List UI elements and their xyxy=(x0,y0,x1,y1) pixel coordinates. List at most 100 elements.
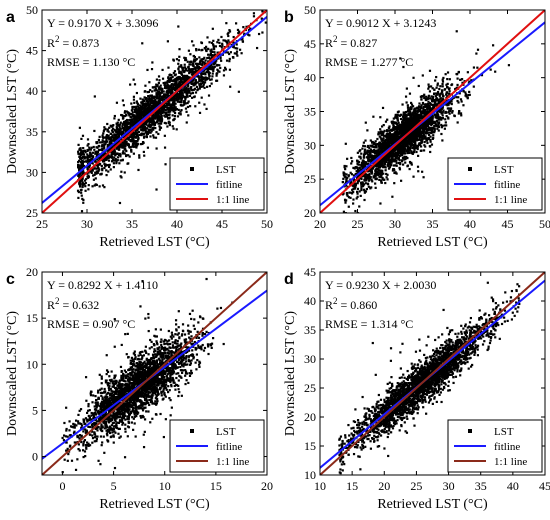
panel-a-data-point xyxy=(84,181,87,185)
panel-a-data-point xyxy=(132,78,135,81)
panel-b-data-point xyxy=(393,155,396,158)
panel-a-data-point xyxy=(266,6,268,8)
panel-a-data-point xyxy=(185,121,188,124)
panel-b-data-point xyxy=(373,157,376,160)
panel-b-data-point xyxy=(433,124,436,128)
panel-a-data-point xyxy=(94,160,97,163)
panel-a-data-point xyxy=(80,149,83,152)
panel-a-data-point xyxy=(115,134,118,137)
panel-a-data-point xyxy=(79,157,82,160)
panel-a-data-point xyxy=(203,103,206,106)
panel-a-data-point xyxy=(112,166,115,169)
panel-a-data-point xyxy=(158,94,161,97)
panel-b-data-point xyxy=(445,115,448,118)
panel-a-data-point xyxy=(207,53,210,56)
panel-b-data-point xyxy=(441,78,444,81)
panel-b-data-point xyxy=(457,110,461,113)
panel-b-scatter-points xyxy=(341,30,511,213)
panel-b-data-point xyxy=(427,107,430,110)
panel-a-data-point xyxy=(120,176,123,179)
panel-a-data-point xyxy=(173,105,176,108)
panel-b-data-point xyxy=(460,114,463,117)
panel-a-data-point xyxy=(115,137,119,140)
panel-b-data-point xyxy=(390,161,393,164)
panel-b-data-point xyxy=(367,174,370,177)
panel-b-data-point xyxy=(354,209,357,213)
panel-b-data-point xyxy=(381,144,384,147)
panel-a-data-point xyxy=(188,76,191,79)
panel-a-data-point xyxy=(107,165,111,169)
panel-a-data-point xyxy=(79,161,83,164)
panel-b-data-point xyxy=(423,140,426,144)
panel-a-data-point xyxy=(153,89,156,92)
panel-b-data-point xyxy=(411,124,414,127)
panel-a-data-point xyxy=(151,113,154,117)
panel-a-data-point xyxy=(188,72,191,75)
panel-a-data-point xyxy=(177,86,180,89)
panel-a-data-point xyxy=(210,54,213,57)
panel-b-data-point xyxy=(441,98,445,101)
panel-a-data-point xyxy=(83,155,86,158)
panel-a-data-point xyxy=(197,66,200,69)
panel-b-data-point xyxy=(381,151,384,155)
panel-b-data-point xyxy=(346,157,349,160)
panel-a-data-point xyxy=(113,136,117,139)
panel-a-data-point xyxy=(119,155,122,158)
panel-a-data-point xyxy=(213,62,216,65)
panel-a-data-point xyxy=(113,159,116,162)
panel-a-data-point xyxy=(103,166,106,170)
panel-a-data-point xyxy=(161,108,165,111)
panel-a-data-point xyxy=(215,79,218,82)
panel-a-data-point xyxy=(144,104,147,107)
panel-b-data-point xyxy=(357,175,360,178)
panel-a-data-point xyxy=(231,55,235,59)
panel-a-data-point xyxy=(102,153,105,156)
panel-a-data-point xyxy=(163,146,167,149)
panel-a-data-point xyxy=(115,126,119,129)
panel-a-data-point xyxy=(171,114,174,117)
panel-a-data-point xyxy=(115,160,118,163)
panel-b-data-point xyxy=(365,156,368,159)
panel-b-data-point xyxy=(418,127,421,130)
panel-a-data-point xyxy=(158,108,161,111)
panel-a-data-point xyxy=(121,131,125,134)
panel-b-data-point xyxy=(413,137,416,140)
panel-a-data-point xyxy=(105,134,108,138)
panel-a-data-point xyxy=(146,130,150,133)
panel-b-data-point xyxy=(442,109,445,112)
panel-b-data-point xyxy=(435,116,438,119)
panel-b-data-point xyxy=(390,153,393,156)
panel-b-data-point xyxy=(435,119,438,123)
panel-a-data-point xyxy=(82,153,86,156)
panel-b-data-point xyxy=(391,159,395,163)
panel-a-data-point xyxy=(226,32,229,36)
panel-a-data-point xyxy=(142,111,145,114)
panel-a-data-point xyxy=(80,191,83,194)
panel-a-data-point xyxy=(177,59,181,62)
panel-a-data-point xyxy=(133,132,136,136)
panel-a-data-point xyxy=(80,178,83,182)
panel-a-data-point xyxy=(110,156,113,159)
panel-a-data-point xyxy=(157,75,161,78)
panel-a-data-point xyxy=(88,161,91,164)
panel-b-data-point xyxy=(412,116,415,119)
panel-b-data-point xyxy=(358,150,361,153)
panel-b-data-point xyxy=(434,79,437,82)
panel-a-data-point xyxy=(184,107,188,110)
panel-a-data-point xyxy=(113,152,116,155)
panel-a-data-point xyxy=(134,135,138,139)
panel-b-data-point xyxy=(380,125,384,128)
panel-b-data-point xyxy=(393,121,396,124)
panel-b-data-point xyxy=(398,147,402,150)
panel-b-data-point xyxy=(380,138,383,141)
panel-a-data-point xyxy=(214,60,217,63)
panel-b-data-point xyxy=(430,85,433,88)
panel-a-data-point xyxy=(209,52,213,55)
panel-a-data-point xyxy=(130,149,133,152)
panel-a-data-point xyxy=(172,110,175,113)
panel-b-data-point xyxy=(420,98,423,101)
panel-a-data-point xyxy=(150,130,153,133)
panel-b-data-point xyxy=(359,155,362,158)
